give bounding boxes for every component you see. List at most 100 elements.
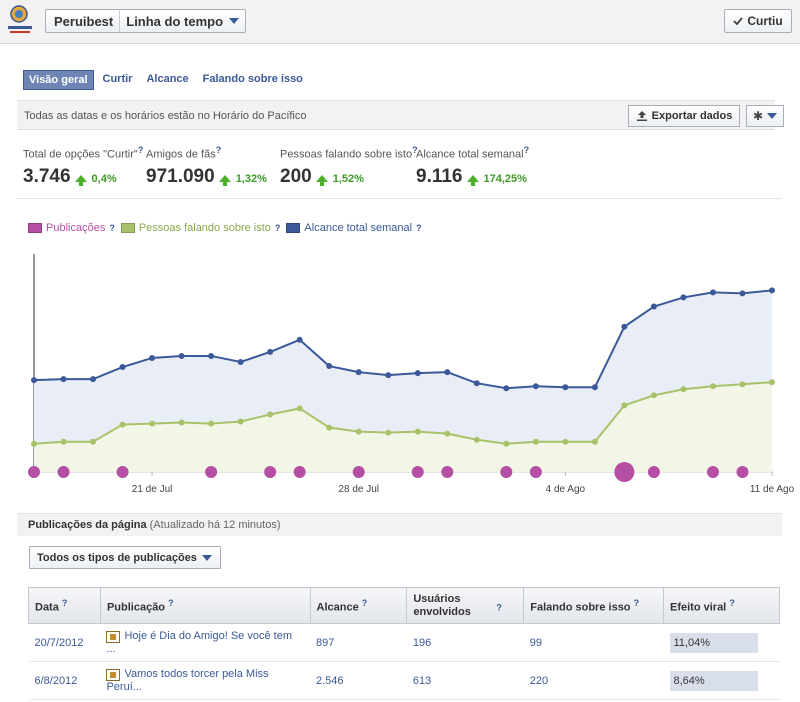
chart-legend: Publicações? Pessoas falando sobre isto?… [28,222,422,234]
alcance-point [355,369,362,376]
legend-swatch [28,223,42,233]
row-reach[interactable]: 2.546 [310,661,407,700]
falando-point [414,428,421,435]
falando-point [562,438,569,445]
check-icon [733,17,744,26]
settings-button[interactable]: ✱ [746,105,784,127]
row-post-text[interactable]: Hoje é Dia do Amigo! Se você tem ... [106,630,292,655]
legend-publicacoes[interactable]: Publicações? [28,222,115,234]
photo-post-icon [106,630,121,643]
help-icon[interactable]: ? [361,597,368,608]
legend-swatch [286,223,301,233]
stat-value: 9.116 [416,165,463,187]
row-viral: 11,04% [663,623,780,662]
falando-point [149,420,156,427]
help-icon[interactable]: ? [523,145,530,155]
arrow-up-icon [315,174,328,186]
alcance-point [532,383,539,390]
row-talking[interactable]: 220 [523,661,664,700]
tab-curtir[interactable]: Curtir [102,73,133,85]
legend-falando[interactable]: Pessoas falando sobre isto? [120,222,281,234]
stat-change: 174,25% [483,172,527,185]
publicacao-marker [736,466,749,478]
help-icon[interactable]: ? [633,597,640,608]
row-viral: 8,64% [663,661,780,700]
falando-point [326,424,333,431]
posts-section-header: Publicações da página (Atualizado há 12 … [17,513,782,536]
help-icon[interactable]: ? [729,597,735,608]
help-icon[interactable]: ? [137,145,144,155]
view-dropdown[interactable]: Linha do tempo [120,10,245,32]
alcance-point [591,384,598,391]
page-name[interactable]: Peruibest [46,10,121,32]
stat-weekly-reach: Alcance total semanal? 9.116 174,25% [416,145,529,188]
peruibest-logo[interactable] [6,4,34,38]
row-date[interactable]: 6/8/2012 [28,661,101,700]
timezone-note: Todas as datas e os horários estão no Ho… [24,110,307,122]
column-header-post[interactable]: Publicação ? [99,587,311,624]
info-bar: Todas as datas e os horários estão no Ho… [17,100,784,130]
column-header-label: Efeito viral [670,601,727,614]
page-selector[interactable]: Peruibest Linha do tempo [45,9,247,33]
stat-total-likes: Total de opções "Curtir"? 3.746 0,4% [23,145,143,188]
falando-point [31,440,37,447]
stat-value: 200 [280,165,312,187]
stat-friends-of-fans: Amigos de fãs? 971.090 1,32% [146,145,267,188]
legend-alcance[interactable]: Alcance total semanal? [286,222,422,234]
viral-value: 11,04% [669,632,758,653]
publicacao-marker [28,466,40,478]
falando-point [237,418,244,425]
alcance-point [208,352,215,359]
legend-swatch [120,223,135,233]
column-header-talking[interactable]: Falando sobre isso ? [523,587,664,624]
alcance-point [562,384,569,391]
row-post[interactable]: Hoje é Dia do Amigo! Se você tem ... [100,623,310,662]
row-post-text[interactable]: Vamos todos torcer pela Miss Peruí... [106,668,269,693]
row-engaged[interactable]: 613 [406,661,524,700]
viral-value: 8,64% [669,670,758,691]
export-data-button[interactable]: Exportar dados [628,105,740,127]
post-type-filter[interactable]: Todos os tipos de publicações [29,546,221,569]
publicacao-marker [500,466,513,478]
liked-button[interactable]: Curtiu [724,9,792,33]
tab-visao-geral[interactable]: Visão geral [23,70,94,90]
falando-point [503,440,510,447]
row-talking[interactable]: 99 [523,623,664,662]
help-icon[interactable]: ? [416,223,422,233]
row-post[interactable]: Vamos todos torcer pela Miss Peruí... [100,661,310,700]
column-header-engaged[interactable]: Usuários envolvidos ? [406,587,525,624]
help-icon[interactable]: ? [496,601,502,612]
timeline-chart[interactable]: 21 de Jul 28 de Jul 4 de Ago 11 de Ago [0,250,800,500]
table-row[interactable]: 6/8/2012 Vamos todos torcer pela Miss Pe… [28,661,780,700]
help-icon[interactable]: ? [61,597,68,608]
publicacao-marker [647,466,660,478]
legend-label: Pessoas falando sobre isto [138,222,271,234]
row-date[interactable]: 20/7/2012 [28,623,101,662]
stat-label: Pessoas falando sobre isto [280,148,413,161]
tab-alcance[interactable]: Alcance [146,73,189,85]
legend-label: Alcance total semanal [304,222,413,234]
tab-falando[interactable]: Falando sobre isso [202,73,303,85]
table-row[interactable]: 20/7/2012 Hoje é Dia do Amigo! Se você t… [28,623,780,662]
column-header-date[interactable]: Data ? [28,587,101,624]
falando-point [444,430,451,437]
help-icon[interactable]: ? [412,145,418,155]
row-reach[interactable]: 897 [310,623,407,662]
help-icon[interactable]: ? [274,223,281,233]
stat-talking-about: Pessoas falando sobre isto? 200 1,52% [280,145,418,188]
alcance-point [503,385,510,392]
alcance-point [119,364,126,371]
publicacao-marker [57,466,70,478]
help-icon[interactable]: ? [109,223,115,233]
posts-updated-note: (Atualizado há 12 minutos) [149,519,281,531]
help-icon[interactable]: ? [168,597,174,608]
row-engaged[interactable]: 196 [406,623,524,662]
column-header-reach[interactable]: Alcance ? [309,587,408,624]
column-header-label: Alcance [316,601,359,614]
alcance-point [178,352,185,359]
column-header-viral[interactable]: Efeito viral ? [663,587,780,624]
alcance-point [267,348,274,355]
arrow-up-icon [74,174,87,186]
help-icon[interactable]: ? [215,145,222,155]
stat-value: 971.090 [146,165,215,187]
